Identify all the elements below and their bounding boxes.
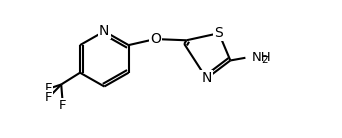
Text: F: F bbox=[44, 91, 52, 104]
Text: N: N bbox=[201, 71, 212, 85]
Text: F: F bbox=[59, 99, 67, 112]
Text: O: O bbox=[150, 32, 161, 46]
Text: S: S bbox=[214, 26, 223, 40]
Text: NH: NH bbox=[252, 51, 271, 64]
Text: 2: 2 bbox=[261, 55, 268, 65]
Text: F: F bbox=[44, 82, 52, 95]
Text: N: N bbox=[99, 24, 109, 38]
